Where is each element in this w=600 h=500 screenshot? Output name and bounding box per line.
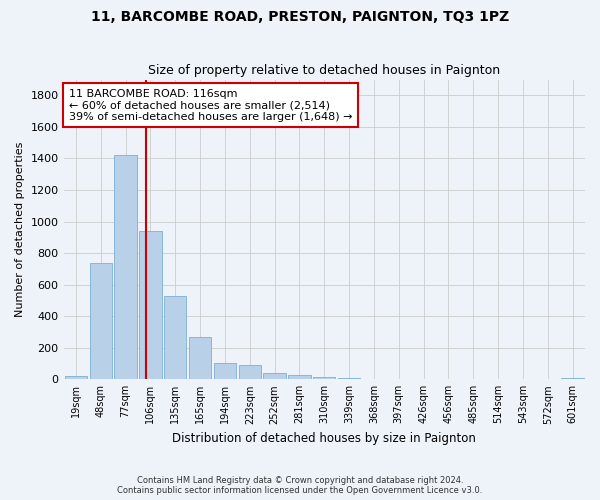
Text: 11 BARCOMBE ROAD: 116sqm
← 60% of detached houses are smaller (2,514)
39% of sem: 11 BARCOMBE ROAD: 116sqm ← 60% of detach… <box>69 88 352 122</box>
Bar <box>115 156 137 380</box>
Bar <box>562 378 584 380</box>
Bar <box>189 338 211 380</box>
Bar <box>313 377 335 380</box>
Bar <box>263 374 286 380</box>
Bar <box>239 364 261 380</box>
Bar <box>338 378 360 380</box>
Bar <box>139 231 161 380</box>
Bar <box>214 362 236 380</box>
X-axis label: Distribution of detached houses by size in Paignton: Distribution of detached houses by size … <box>172 432 476 445</box>
Text: Contains HM Land Registry data © Crown copyright and database right 2024.
Contai: Contains HM Land Registry data © Crown c… <box>118 476 482 495</box>
Bar <box>89 262 112 380</box>
Title: Size of property relative to detached houses in Paignton: Size of property relative to detached ho… <box>148 64 500 77</box>
Text: 11, BARCOMBE ROAD, PRESTON, PAIGNTON, TQ3 1PZ: 11, BARCOMBE ROAD, PRESTON, PAIGNTON, TQ… <box>91 10 509 24</box>
Y-axis label: Number of detached properties: Number of detached properties <box>15 142 25 317</box>
Bar <box>164 296 187 380</box>
Bar <box>288 375 311 380</box>
Bar <box>65 376 87 380</box>
